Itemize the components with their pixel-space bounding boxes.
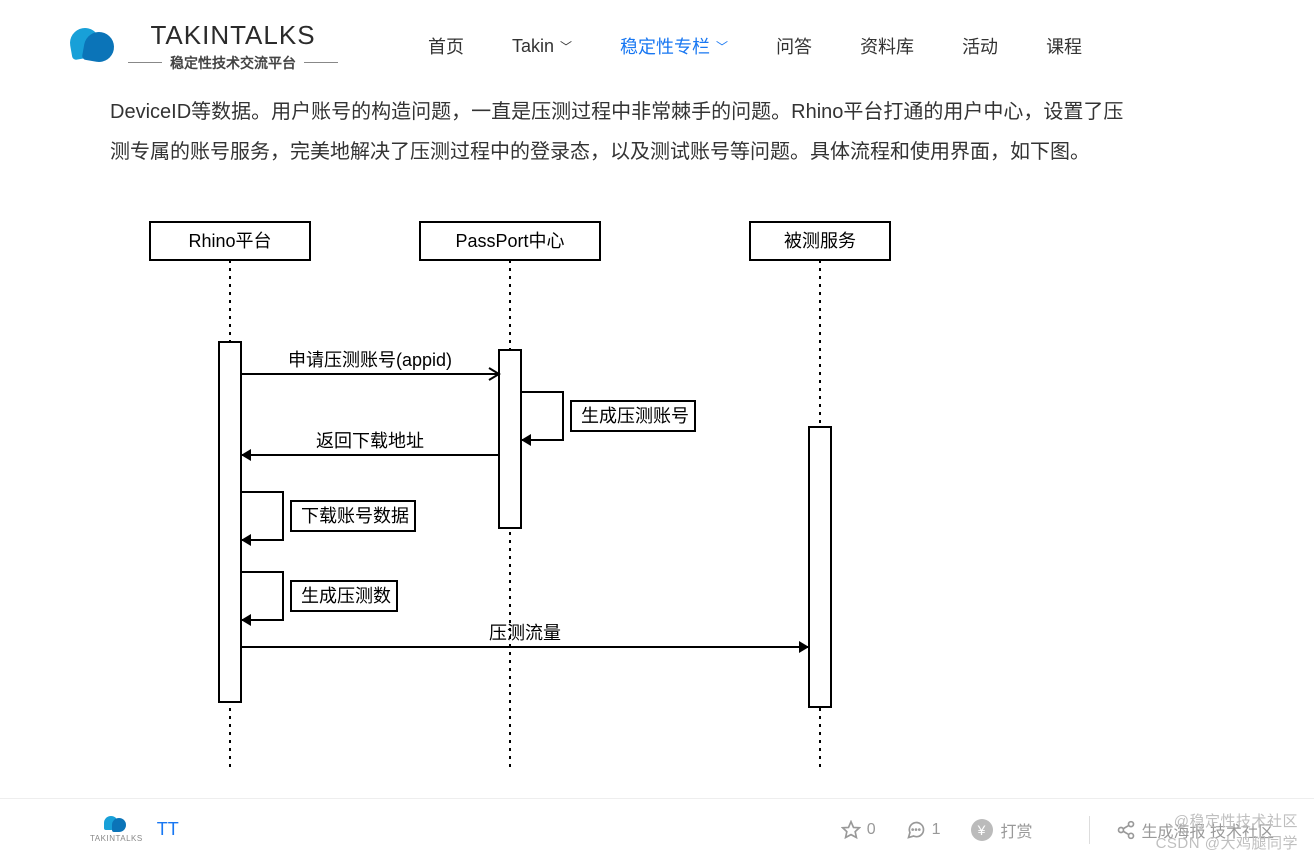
logo-text: TAKINTALKS 稳定性技术交流平台 xyxy=(128,20,338,73)
footer-bar: TAKINTALKS TT 0 1 ¥ 打赏 生成海报 技术社区 xyxy=(0,798,1314,860)
sequence-diagram: Rhino平台 PassPort中心 被测服务申请压测账号(appid) 生成压测账号… xyxy=(110,202,1210,772)
svg-text:生成压测账号: 生成压测账号 xyxy=(581,406,689,426)
divider xyxy=(1089,816,1090,844)
nav-item[interactable]: 稳定性专栏﹀ xyxy=(620,33,728,59)
nav-item[interactable]: 课程 xyxy=(1046,33,1082,59)
svg-text:PassPort中心: PassPort中心 xyxy=(455,231,564,251)
logo-subtitle: 稳定性技术交流平台 xyxy=(170,53,296,73)
star-count: 0 xyxy=(867,821,876,839)
author-link[interactable]: TT xyxy=(157,819,179,840)
reward-button[interactable]: ¥ 打赏 xyxy=(971,818,1033,842)
nav-item[interactable]: 资料库 xyxy=(860,33,914,59)
logo[interactable]: TAKINTALKS 稳定性技术交流平台 xyxy=(70,20,338,73)
comment-button[interactable]: 1 xyxy=(906,820,941,840)
logo-bold: TAKIN xyxy=(150,20,230,50)
svg-text:压测流量: 压测流量 xyxy=(489,623,561,643)
svg-text:返回下载地址: 返回下载地址 xyxy=(316,431,424,451)
logo-thin: TALKS xyxy=(230,20,315,50)
svg-text:下载账号数据: 下载账号数据 xyxy=(301,506,409,526)
nav-item[interactable]: 问答 xyxy=(776,33,812,59)
svg-text:申请压测账号(appid): 申请压测账号(appid) xyxy=(288,350,452,370)
logo-icon xyxy=(70,26,118,66)
chevron-down-icon: ﹀ xyxy=(560,38,572,55)
reward-label: 打赏 xyxy=(1001,818,1033,842)
nav-item[interactable]: 首页 xyxy=(428,33,464,59)
svg-text:生成压测数: 生成压测数 xyxy=(301,586,391,606)
chevron-down-icon: ﹀ xyxy=(716,38,728,55)
footer-logo[interactable]: TAKINTALKS xyxy=(90,816,143,843)
watermark: CSDN @大鸡腿同学 xyxy=(1156,834,1298,854)
svg-text:被测服务: 被测服务 xyxy=(784,231,856,251)
footer-logo-text: TAKINTALKS xyxy=(90,834,143,843)
star-button[interactable]: 0 xyxy=(841,820,876,840)
watermark: @稳定性技术社区 xyxy=(1174,812,1298,832)
nav: 首页 Takin﹀ 稳定性专栏﹀ 问答 资料库 活动 课程 xyxy=(428,33,1082,59)
article-line: DeviceID等数据。用户账号的构造问题，一直是压测过程中非常棘手的问题。Rh… xyxy=(110,92,1194,132)
comment-icon xyxy=(906,820,926,840)
nav-item[interactable]: Takin﹀ xyxy=(512,33,572,59)
article-body: DeviceID等数据。用户账号的构造问题，一直是压测过程中非常棘手的问题。Rh… xyxy=(0,92,1314,172)
comment-count: 1 xyxy=(932,821,941,839)
article-line: 测专属的账号服务，完美地解决了压测过程中的登录态，以及测试账号等问题。具体流程和… xyxy=(110,132,1194,172)
header: TAKINTALKS 稳定性技术交流平台 首页 Takin﹀ 稳定性专栏﹀ 问答 资料库… xyxy=(0,0,1314,92)
coin-icon: ¥ xyxy=(971,819,993,841)
star-icon xyxy=(841,820,861,840)
share-icon xyxy=(1116,820,1136,840)
svg-text:Rhino平台: Rhino平台 xyxy=(188,231,271,251)
nav-item[interactable]: 活动 xyxy=(962,33,998,59)
